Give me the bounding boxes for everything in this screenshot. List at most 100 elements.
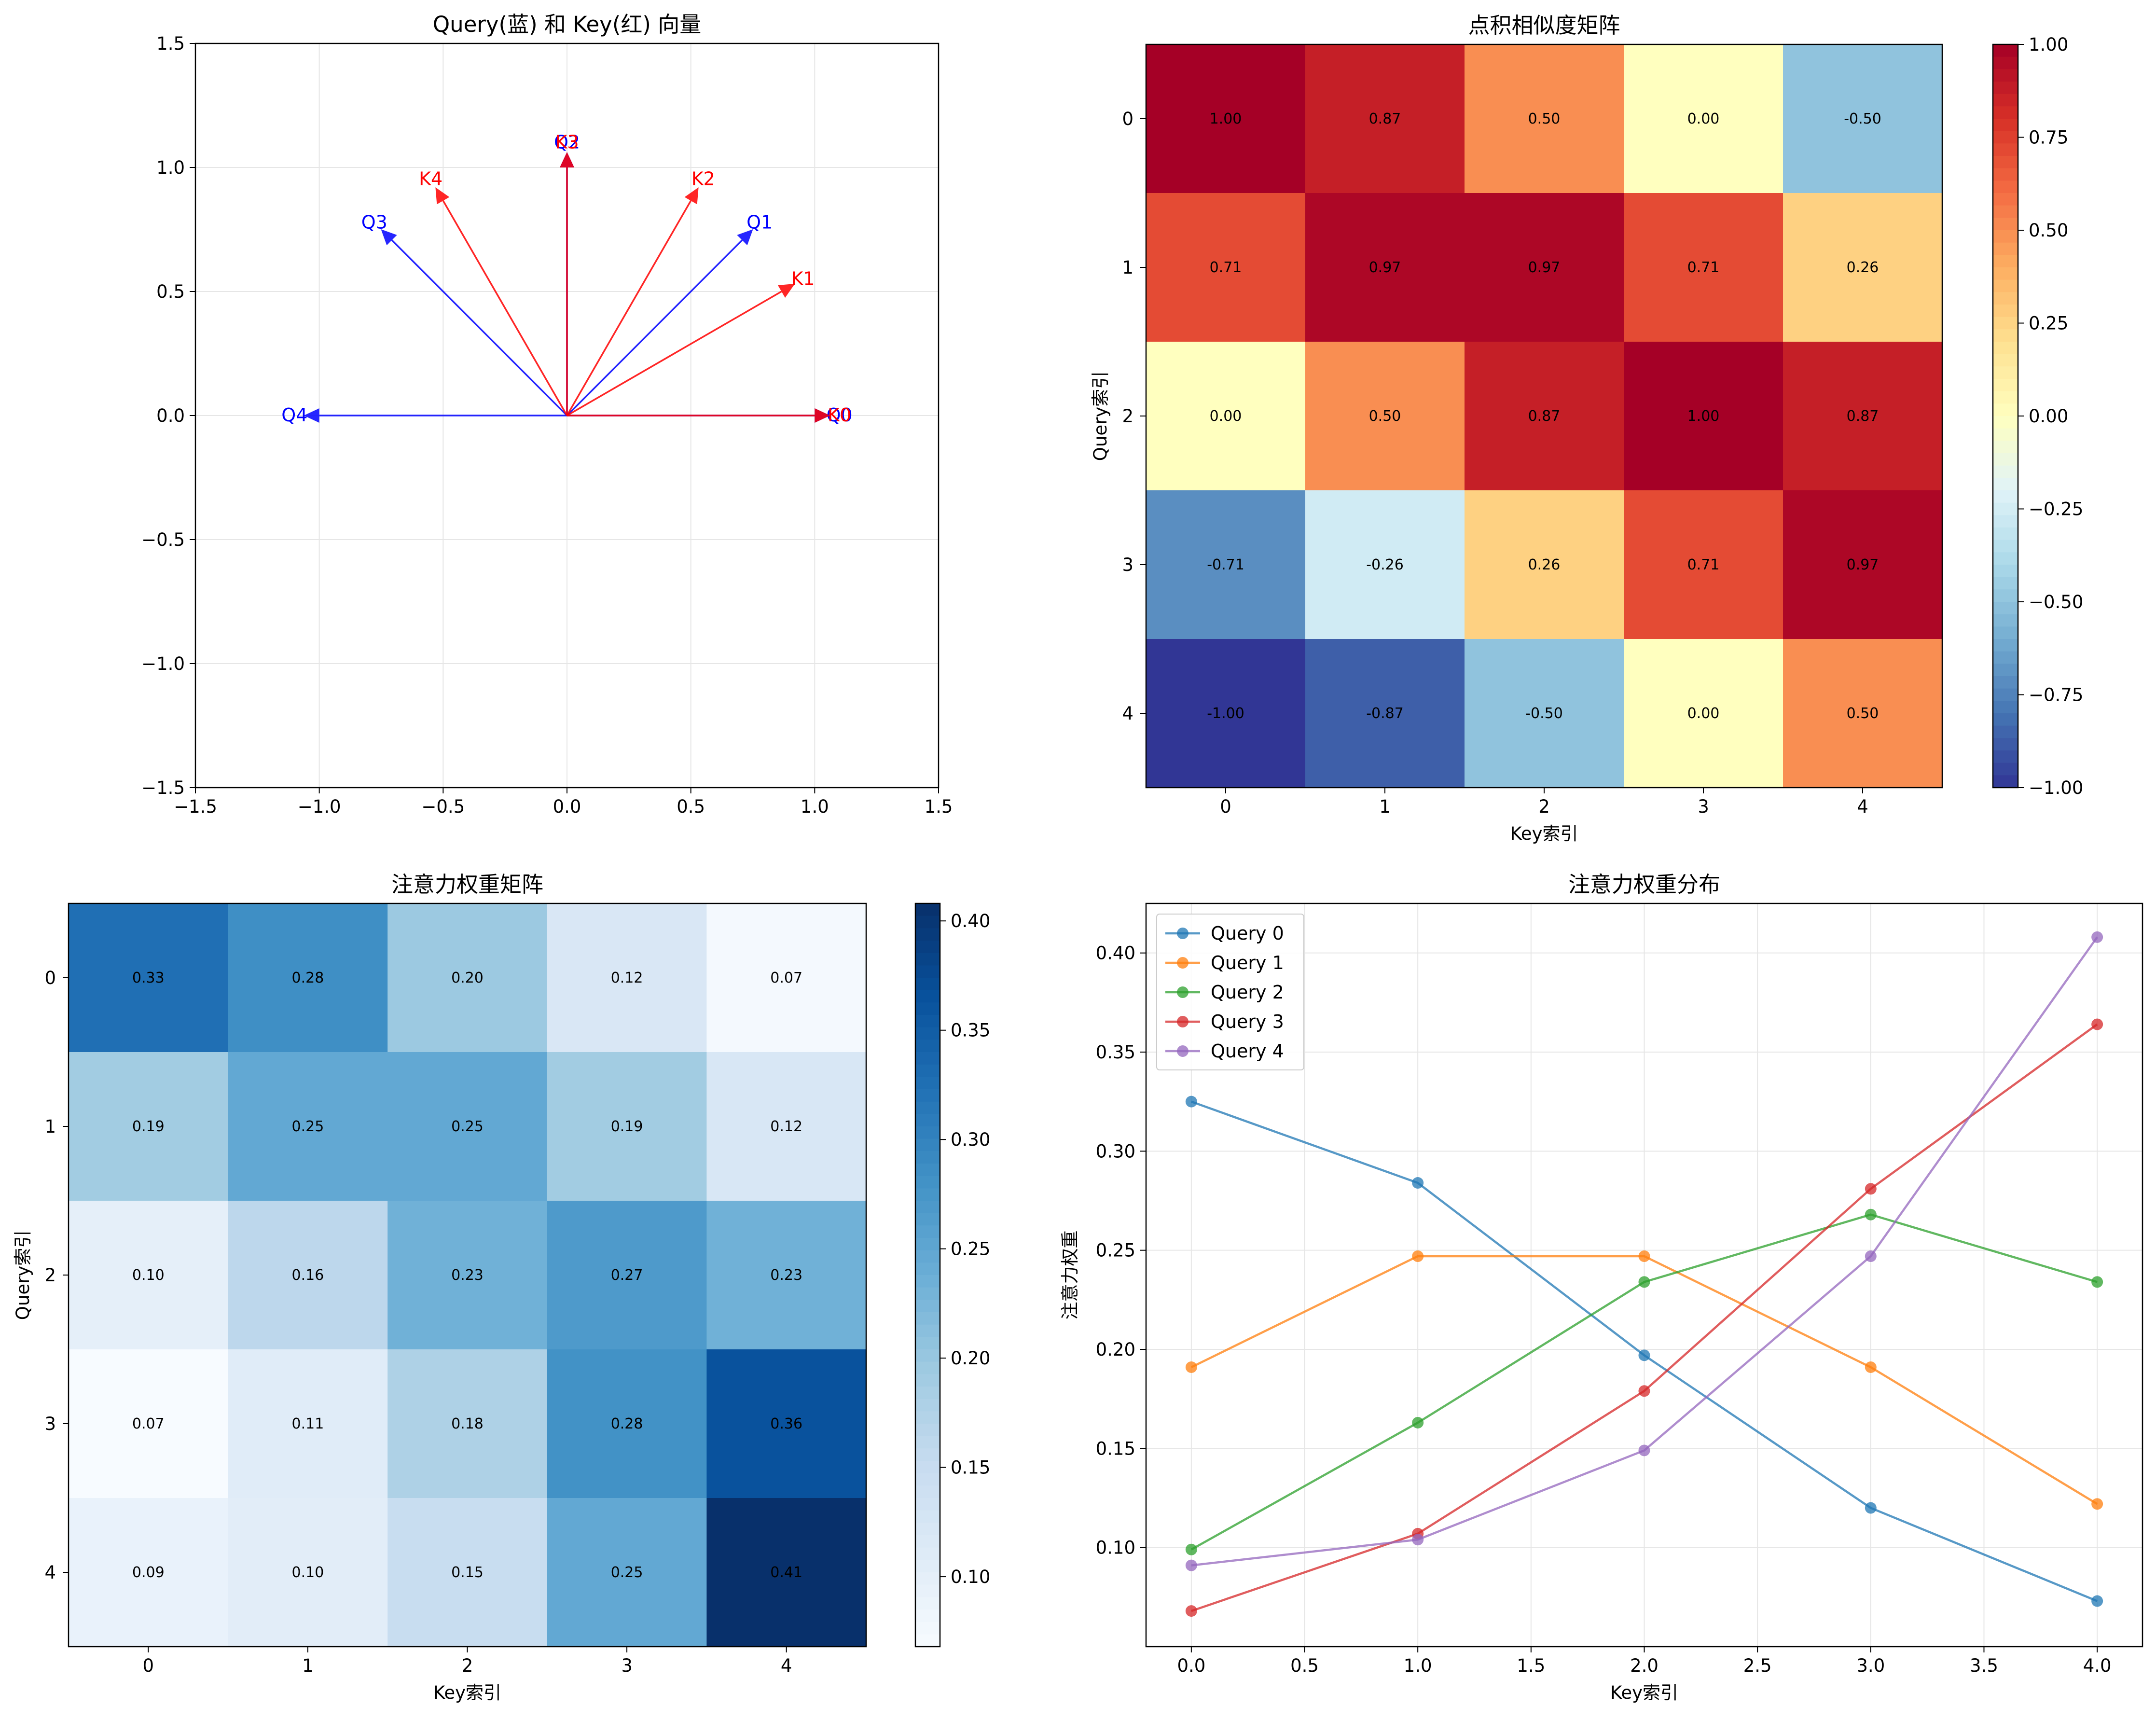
legend-marker bbox=[1177, 957, 1189, 969]
heatmap-cell bbox=[547, 1349, 707, 1498]
heatmap-cell bbox=[1465, 490, 1624, 639]
y-tick-label: 0 bbox=[44, 968, 56, 988]
colorbar-segment bbox=[1993, 143, 2018, 156]
colorbar-segment bbox=[1993, 416, 2018, 429]
y-tick-label: 1.5 bbox=[156, 33, 185, 54]
key-vector-arrow bbox=[566, 200, 692, 416]
cell-value-label: 0.87 bbox=[1847, 408, 1879, 425]
key-vector-arrowhead bbox=[815, 408, 830, 423]
colorbar-tick-label: 0.00 bbox=[2029, 406, 2068, 427]
colorbar-segment bbox=[1993, 713, 2018, 726]
data-point bbox=[1412, 1416, 1424, 1429]
colorbar-segment bbox=[1993, 305, 2018, 318]
heatmap-cell bbox=[1146, 342, 1306, 491]
heatmap-cell bbox=[706, 1201, 867, 1350]
colorbar-segment bbox=[1993, 589, 2018, 602]
colorbar-segment bbox=[1993, 701, 2018, 714]
colorbar-segment bbox=[915, 1609, 940, 1623]
x-tick-label: 1.5 bbox=[925, 796, 953, 817]
x-tick-label: 4.0 bbox=[2083, 1655, 2112, 1676]
colorbar-segment bbox=[915, 1473, 940, 1486]
colorbar-segment bbox=[915, 1510, 940, 1523]
cell-value-label: 0.26 bbox=[1847, 259, 1879, 276]
colorbar-segment bbox=[915, 1560, 940, 1573]
heatmap-cell bbox=[1146, 490, 1306, 639]
colorbar-segment bbox=[1993, 403, 2018, 416]
colorbar-segment bbox=[1993, 82, 2018, 95]
data-point bbox=[1185, 1361, 1197, 1373]
data-point bbox=[1412, 1534, 1424, 1546]
data-point bbox=[2091, 1595, 2103, 1607]
colorbar-segment bbox=[1993, 565, 2018, 578]
data-point bbox=[1638, 1385, 1650, 1397]
legend-label: Query 0 bbox=[1211, 923, 1284, 944]
key-vector-label: K4 bbox=[419, 168, 442, 189]
colorbar-segment bbox=[1993, 725, 2018, 738]
colorbar-segment bbox=[915, 1052, 940, 1065]
colorbar-segment bbox=[915, 928, 940, 941]
heatmap-cell bbox=[387, 1201, 548, 1350]
plot-frame bbox=[194, 42, 940, 789]
query-vector-label: Q2 bbox=[554, 132, 580, 153]
colorbar-segment bbox=[1993, 441, 2018, 454]
chart-title: 注意力权重矩阵 bbox=[391, 872, 543, 897]
colorbar-segment bbox=[1993, 292, 2018, 305]
x-tick-label: 1 bbox=[302, 1655, 314, 1676]
colorbar-segment bbox=[915, 1064, 940, 1077]
cell-value-label: 0.33 bbox=[132, 970, 165, 986]
key-vector-arrow bbox=[567, 291, 782, 416]
colorbar-segment bbox=[915, 1535, 940, 1548]
data-point bbox=[1638, 1276, 1650, 1288]
cell-value-label: 0.10 bbox=[132, 1267, 165, 1284]
data-point bbox=[1412, 1250, 1424, 1262]
colorbar-segment bbox=[915, 1387, 940, 1400]
heatmap-cell bbox=[1624, 490, 1783, 639]
colorbar-segment bbox=[1993, 527, 2018, 541]
colorbar-segment bbox=[1993, 614, 2018, 627]
heatmap-cell bbox=[1465, 639, 1624, 788]
colorbar-segment bbox=[1993, 664, 2018, 677]
cell-value-label: 0.28 bbox=[292, 970, 324, 986]
heatmap-cell bbox=[69, 1201, 229, 1350]
x-tick-label: 2 bbox=[462, 1655, 473, 1676]
heatmap-cell bbox=[69, 1052, 229, 1201]
colorbar-segment bbox=[1993, 688, 2018, 701]
heatmap-cell bbox=[387, 903, 548, 1053]
colorbar-segment bbox=[915, 1151, 940, 1164]
key-vector-label: K1 bbox=[791, 268, 815, 289]
colorbar-segment bbox=[915, 1324, 940, 1337]
cell-value-label: 0.07 bbox=[132, 1415, 165, 1432]
y-tick-label: 0.40 bbox=[1096, 943, 1135, 964]
key-vector-arrowhead bbox=[778, 283, 795, 298]
colorbar-segment bbox=[1993, 750, 2018, 763]
y-tick-label: 1.0 bbox=[156, 157, 185, 178]
colorbar-segment bbox=[915, 1040, 940, 1053]
heatmap-cell bbox=[547, 1498, 707, 1647]
line-plot: 0.0 0.5 1.0 1.5 2.0 2.5 3.0 3.5 4.0 0.10 0.15 0.20 0… bbox=[1060, 872, 2143, 1703]
x-tick-label: 2.5 bbox=[1743, 1655, 1772, 1676]
y-tick-label: 4 bbox=[44, 1562, 56, 1583]
colorbar-segment bbox=[1993, 168, 2018, 181]
colorbar-segment bbox=[1993, 242, 2018, 255]
y-tick-label: 0.35 bbox=[1096, 1042, 1135, 1063]
data-point bbox=[1185, 1096, 1197, 1108]
colorbar-segment bbox=[915, 1101, 940, 1114]
heatmap-cell bbox=[706, 1349, 867, 1498]
colorbar-tick-label: 1.00 bbox=[2029, 34, 2068, 55]
y-tick-label: 0.15 bbox=[1096, 1438, 1135, 1459]
y-tick-label: 0.10 bbox=[1096, 1538, 1135, 1558]
data-point bbox=[1638, 1349, 1650, 1361]
x-tick-label: 3 bbox=[1698, 796, 1709, 817]
colorbar-tick-label: 0.25 bbox=[951, 1239, 990, 1260]
colorbar-segment bbox=[915, 903, 940, 916]
colorbar-tick-label: 0.20 bbox=[951, 1348, 990, 1369]
colorbar-segment bbox=[915, 1622, 940, 1635]
data-point bbox=[2091, 1276, 2103, 1288]
query-vector-arrowhead bbox=[381, 229, 397, 246]
colorbar-segment bbox=[1993, 193, 2018, 206]
colorbar-segment bbox=[1993, 205, 2018, 218]
colorbar-segment bbox=[1993, 317, 2018, 330]
colorbar-segment bbox=[1993, 738, 2018, 751]
y-tick-label: 1 bbox=[1122, 257, 1133, 278]
cell-value-label: 0.23 bbox=[451, 1267, 484, 1284]
